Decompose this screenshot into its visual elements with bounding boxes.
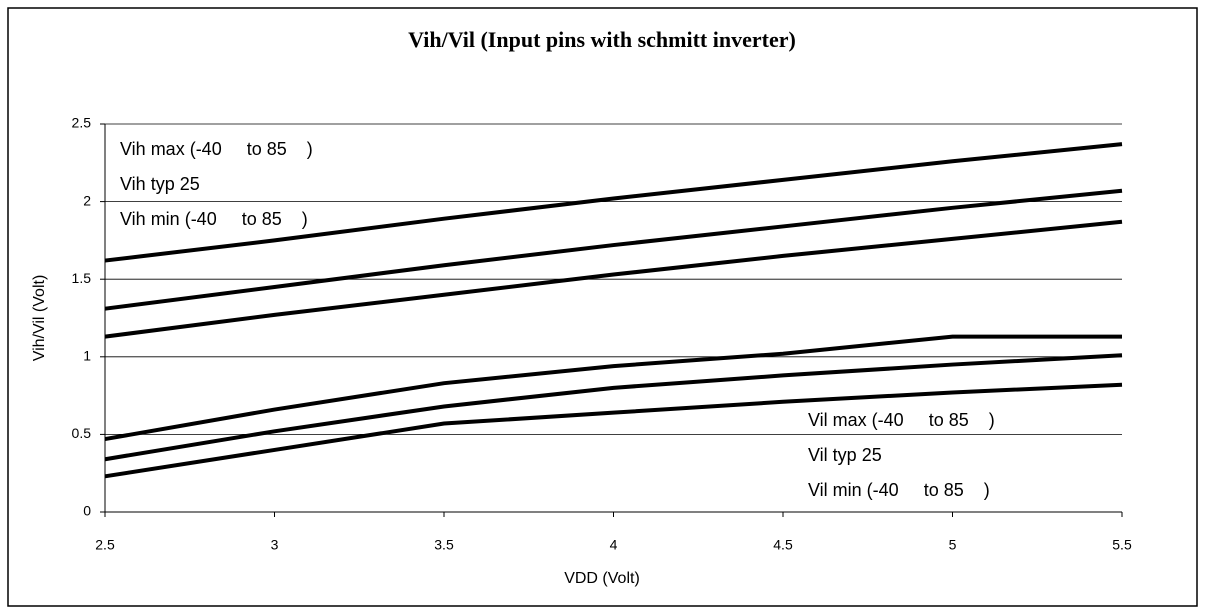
series-line xyxy=(104,219,1123,339)
series-line xyxy=(104,188,1123,311)
series-line xyxy=(104,334,1122,442)
x-tick-label: 5.5 xyxy=(1112,537,1132,553)
series-line xyxy=(104,353,1123,462)
series-label: Vih max (-40 to 85 ) xyxy=(120,139,313,159)
series-line xyxy=(104,142,1123,263)
series-line xyxy=(104,382,1123,479)
x-tick-label: 3 xyxy=(271,537,279,553)
x-tick-label: 4 xyxy=(610,537,618,553)
x-axis-label: VDD (Volt) xyxy=(564,570,640,587)
chart-title: Vih/Vil (Input pins with schmitt inverte… xyxy=(408,27,796,52)
series-label: Vih typ 25 xyxy=(120,174,200,194)
y-tick-label: 0 xyxy=(83,503,91,519)
x-tick-label: 5 xyxy=(949,537,957,553)
chart-frame xyxy=(7,7,1198,607)
x-tick-label: 4.5 xyxy=(773,537,793,553)
series-label: Vih min (-40 to 85 ) xyxy=(120,209,308,229)
x-tick-label: 2.5 xyxy=(95,537,115,553)
y-axis-label: Vih/Vil (Volt) xyxy=(31,275,48,362)
y-tick-label: 1 xyxy=(83,348,91,364)
series-label: Vil min (-40 to 85 ) xyxy=(808,480,990,500)
series-label: Vil max (-40 to 85 ) xyxy=(808,410,995,430)
y-tick-label: 1.5 xyxy=(72,270,92,286)
x-tick-label: 3.5 xyxy=(434,537,454,553)
y-tick-label: 2.5 xyxy=(72,115,92,131)
y-tick-label: 2 xyxy=(83,192,91,208)
series-label: Vil typ 25 xyxy=(808,445,882,465)
y-tick-label: 0.5 xyxy=(72,425,92,441)
